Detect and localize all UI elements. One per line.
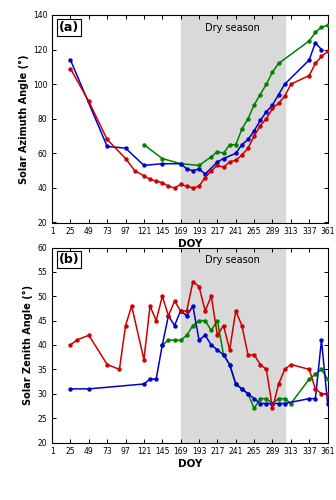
Text: (a): (a) <box>59 21 79 34</box>
Y-axis label: Solar Zenith Angle (°): Solar Zenith Angle (°) <box>23 285 33 405</box>
Text: Dry season: Dry season <box>205 256 260 266</box>
X-axis label: DOY: DOY <box>178 459 202 469</box>
Text: (b): (b) <box>59 254 80 266</box>
X-axis label: DOY: DOY <box>178 239 202 249</box>
Bar <box>181 248 285 442</box>
Bar <box>181 15 285 223</box>
Y-axis label: Solar Azimuth Angle (°): Solar Azimuth Angle (°) <box>18 54 29 184</box>
Text: Dry season: Dry season <box>205 24 260 34</box>
